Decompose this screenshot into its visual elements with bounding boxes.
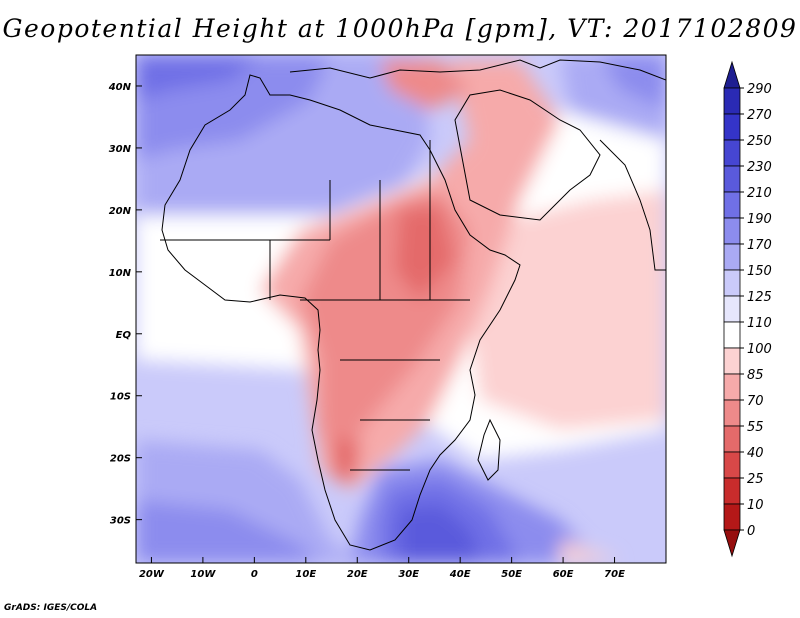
lon-tick-label: 10W (190, 569, 216, 580)
latitude-axis: 40N 30N 20N 10N EQ 10S 20S 30S (108, 82, 142, 527)
colorbar-swatch (723, 60, 741, 89)
colorbar-label: 270 (747, 108, 772, 123)
lon-tick-label: 40E (449, 569, 471, 580)
colorbar-swatch (723, 321, 741, 349)
lon-tick-label: 60E (553, 569, 574, 580)
lon-tick-label: 50E (501, 569, 522, 580)
plot-frame (135, 54, 667, 564)
lat-tick-label: 30N (109, 144, 132, 155)
colorbar-label: 150 (747, 264, 772, 279)
colorbar-label: 55 (747, 420, 764, 435)
colorbar-swatch (723, 399, 741, 427)
colorbar-swatch (723, 165, 741, 193)
colorbar-swatch (723, 243, 741, 271)
colorbar-swatch (723, 425, 741, 453)
credit-label: GrADS: IGES/COLA (4, 603, 98, 613)
colorbar-swatch (723, 373, 741, 401)
lon-tick-label: 20E (347, 569, 368, 580)
colorbar-swatch (723, 295, 741, 323)
colorbar-label: 25 (747, 472, 764, 487)
colorbar-swatch (723, 477, 741, 505)
colorbar-swatch (723, 113, 741, 141)
colorbar-swatch (723, 139, 741, 167)
colorbar-label: 40 (747, 446, 764, 461)
colorbar-swatch (723, 503, 741, 531)
lon-tick-label: 70E (604, 569, 625, 580)
colorbar-label: 85 (747, 368, 764, 383)
lat-tick-label: 20N (109, 206, 132, 217)
height-field (136, 55, 666, 563)
colorbar-label: 170 (747, 238, 772, 253)
lat-tick-label: 10S (110, 392, 131, 403)
colorbar-swatch (723, 347, 741, 375)
colorbar-label: 230 (747, 160, 772, 175)
colorbar-label: 0 (747, 524, 755, 539)
colorbar-label: 10 (747, 498, 764, 513)
lat-tick-label: 20S (110, 454, 131, 465)
lon-tick-label: 20W (139, 569, 165, 580)
colorbar-label: 290 (747, 82, 772, 97)
lat-tick-label: 40N (108, 82, 132, 93)
colorbar-label: 190 (747, 212, 772, 227)
lat-tick-label: 10N (109, 268, 132, 279)
map-title: Geopotential Height at 1000hPa [gpm], VT… (2, 14, 798, 43)
colorbar-label: 210 (747, 186, 772, 201)
colorbar-swatch (723, 191, 741, 219)
colorbar-label: 70 (747, 394, 764, 409)
coastlines (160, 59, 666, 551)
colorbar-label: 110 (747, 316, 772, 331)
lon-tick-label: 10E (295, 569, 316, 580)
colorbar-swatch (723, 87, 741, 115)
colorbar: 2902702502302101901701501251101008570554… (723, 60, 772, 558)
colorbar-swatch (723, 451, 741, 479)
lon-tick-label: 0 (251, 569, 258, 580)
colorbar-label: 125 (747, 290, 772, 305)
colorbar-swatch (723, 269, 741, 297)
colorbar-swatch (723, 217, 741, 245)
lon-tick-label: 30E (398, 569, 419, 580)
longitude-axis: 20W 10W 0 10E 20E 30E 40E 50E 60E 70E (139, 557, 625, 580)
colorbar-label: 100 (747, 342, 772, 357)
lat-tick-label: EQ (116, 330, 132, 341)
lat-tick-label: 30S (110, 516, 131, 527)
colorbar-label: 250 (747, 134, 772, 149)
colorbar-swatch (723, 529, 741, 558)
